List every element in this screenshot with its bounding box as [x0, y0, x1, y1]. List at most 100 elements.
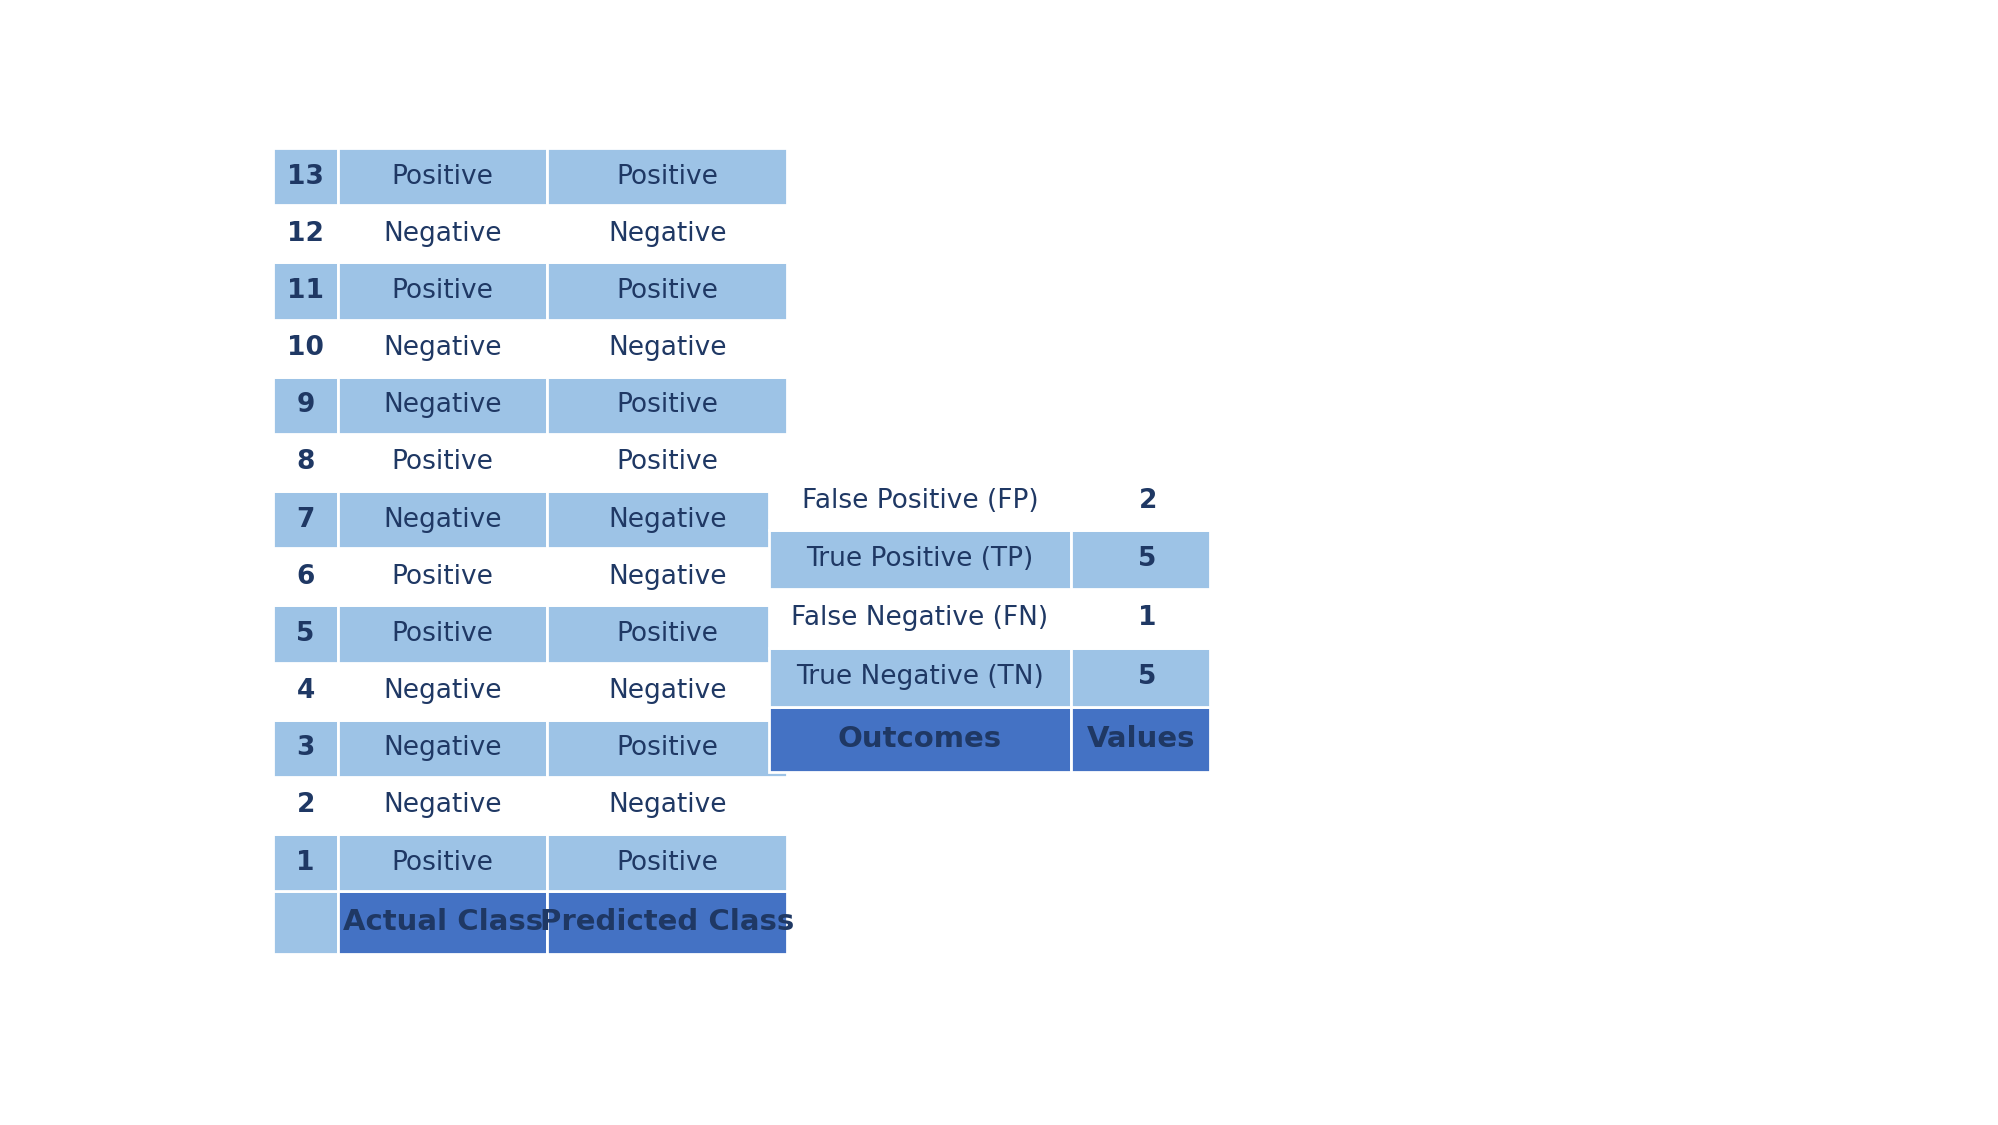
- Text: Actual Class: Actual Class: [342, 908, 543, 936]
- Text: Positive: Positive: [392, 278, 494, 304]
- Text: 11: 11: [288, 278, 324, 304]
- Bar: [1071, 706, 1211, 772]
- Text: False Positive (FP): False Positive (FP): [801, 487, 1037, 513]
- Bar: [1071, 648, 1211, 706]
- Bar: [338, 377, 547, 434]
- Bar: [338, 490, 547, 548]
- Text: Positive: Positive: [392, 163, 494, 190]
- Text: Negative: Negative: [607, 792, 727, 819]
- Text: 12: 12: [288, 220, 324, 246]
- Text: Negative: Negative: [384, 736, 501, 762]
- Text: 10: 10: [288, 335, 324, 361]
- Bar: [547, 148, 787, 205]
- Bar: [338, 663, 547, 720]
- Text: Negative: Negative: [607, 678, 727, 704]
- Bar: [274, 834, 338, 891]
- Bar: [338, 319, 547, 377]
- Text: Positive: Positive: [615, 621, 717, 647]
- Bar: [547, 434, 787, 490]
- Text: 5: 5: [296, 621, 314, 647]
- Bar: [274, 605, 338, 663]
- Text: Positive: Positive: [615, 450, 717, 476]
- Text: Positive: Positive: [392, 564, 494, 590]
- Bar: [338, 205, 547, 262]
- Text: 5: 5: [1139, 664, 1157, 691]
- Bar: [769, 588, 1071, 648]
- Bar: [338, 548, 547, 605]
- Bar: [547, 834, 787, 891]
- Bar: [547, 777, 787, 834]
- Bar: [1071, 530, 1211, 588]
- Text: Negative: Negative: [384, 393, 501, 418]
- Text: Positive: Positive: [392, 621, 494, 647]
- Bar: [547, 663, 787, 720]
- Bar: [338, 605, 547, 663]
- Bar: [338, 262, 547, 319]
- Text: 9: 9: [296, 393, 314, 418]
- Bar: [338, 834, 547, 891]
- Bar: [274, 663, 338, 720]
- Text: False Negative (FN): False Negative (FN): [791, 605, 1049, 631]
- Text: 6: 6: [296, 564, 314, 590]
- Text: 8: 8: [296, 450, 314, 476]
- Bar: [769, 648, 1071, 706]
- Text: Negative: Negative: [607, 220, 727, 246]
- Bar: [274, 777, 338, 834]
- Bar: [1071, 471, 1211, 530]
- Text: 2: 2: [296, 792, 314, 819]
- Text: Negative: Negative: [607, 564, 727, 590]
- Bar: [274, 548, 338, 605]
- Text: 3: 3: [296, 736, 314, 762]
- Bar: [769, 530, 1071, 588]
- Text: Positive: Positive: [615, 278, 717, 304]
- Bar: [338, 777, 547, 834]
- Text: Negative: Negative: [384, 220, 501, 246]
- Bar: [769, 706, 1071, 772]
- Text: True Negative (TN): True Negative (TN): [795, 664, 1043, 691]
- Bar: [547, 262, 787, 319]
- Bar: [274, 720, 338, 777]
- Bar: [338, 434, 547, 490]
- Text: 7: 7: [296, 506, 314, 532]
- Bar: [769, 471, 1071, 530]
- Text: Positive: Positive: [392, 849, 494, 875]
- Text: Positive: Positive: [615, 736, 717, 762]
- Bar: [338, 148, 547, 205]
- Bar: [338, 891, 547, 954]
- Bar: [547, 490, 787, 548]
- Bar: [547, 605, 787, 663]
- Text: 5: 5: [1139, 547, 1157, 573]
- Bar: [547, 205, 787, 262]
- Bar: [274, 319, 338, 377]
- Text: Predicted Class: Predicted Class: [539, 908, 793, 936]
- Bar: [274, 434, 338, 490]
- Text: 2: 2: [1139, 487, 1157, 513]
- Text: Values: Values: [1085, 726, 1195, 754]
- Text: 1: 1: [1137, 605, 1157, 631]
- Text: Negative: Negative: [384, 335, 501, 361]
- Text: Negative: Negative: [607, 506, 727, 532]
- Text: 4: 4: [296, 678, 314, 704]
- Text: Negative: Negative: [384, 678, 501, 704]
- Text: Positive: Positive: [615, 849, 717, 875]
- Bar: [274, 262, 338, 319]
- Text: Outcomes: Outcomes: [837, 726, 1001, 754]
- Bar: [547, 891, 787, 954]
- Text: True Positive (TP): True Positive (TP): [805, 547, 1033, 573]
- Text: 13: 13: [288, 163, 324, 190]
- Bar: [547, 377, 787, 434]
- Bar: [274, 490, 338, 548]
- Text: Positive: Positive: [392, 450, 494, 476]
- Bar: [547, 548, 787, 605]
- Bar: [274, 377, 338, 434]
- Text: Negative: Negative: [607, 335, 727, 361]
- Text: Negative: Negative: [384, 506, 501, 532]
- Text: Negative: Negative: [384, 792, 501, 819]
- Bar: [1071, 588, 1211, 648]
- Text: Positive: Positive: [615, 393, 717, 418]
- Bar: [274, 205, 338, 262]
- Bar: [547, 720, 787, 777]
- Text: 1: 1: [296, 849, 316, 875]
- Text: Positive: Positive: [615, 163, 717, 190]
- Bar: [338, 720, 547, 777]
